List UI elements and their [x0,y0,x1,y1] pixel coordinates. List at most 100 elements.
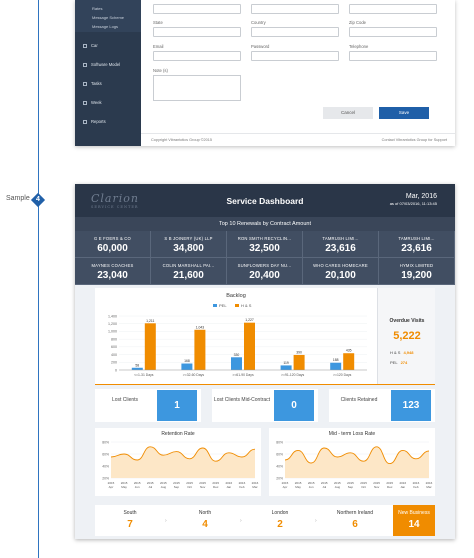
x-tick-label: Jan [226,485,231,489]
region-field[interactable] [349,4,437,14]
y-tick-label: 60% [102,452,109,456]
mid-term-loss-rate-panel: Mid - term Loss Rate 80% 60% 40% 20% 2015 Apr… [269,428,435,496]
retention-rate-panel: Retention Rate 80% 60% 40% 20% 2015 Apr 2015 Ma… [95,428,261,496]
x-tick-label: 2016 [239,481,246,485]
area-fill [111,446,255,478]
password-field[interactable] [251,51,339,61]
footer: Copyright Vibrantotics Group ©2015 Conta… [141,133,455,146]
renewal-tile: HYMIX LIMITED 19,200 [379,258,455,285]
mid-term-loss-rate-chart: 80%60%40%20%2015Apr2015May2015Jun2015Jul… [276,440,432,489]
x-tick-label: Mar [252,485,257,489]
sidebar-sub-item-rates[interactable]: Rates [92,6,103,11]
overdue-hs-value: 4,948 [403,350,414,355]
as-of-text: as of 07/03/2016, 11:13:45 [389,201,437,206]
kpi-value: 123 [391,390,431,421]
support-link[interactable]: Contact Vibrantotics Group for Support [381,138,447,142]
password-label: Password [251,44,270,49]
retention-rate-chart: 80%60%40%20%2015Apr2015May2015Jun2015Jul… [102,440,258,489]
cancel-button[interactable]: Cancel [323,107,373,119]
sidebar-item-week[interactable]: Week [83,100,102,105]
sidebar-item-software-model[interactable]: Software Model [83,62,120,67]
sidebar-sub-item-message-logs[interactable]: Message Logs [92,24,119,29]
tasks-icon [83,81,87,86]
bar-hs [194,329,206,370]
bar-label-pel: 330 [234,353,240,357]
save-button[interactable]: Save [379,107,429,119]
renewal-value: 34,800 [173,243,204,254]
sidebar-item-label: Reports [91,119,106,124]
bar-pel [330,362,342,370]
x-tick-label: >=120 Days [333,373,352,377]
bar-hs [293,354,305,370]
renewal-name: TAMRUSH LIMI... [322,236,359,241]
overdue-visits-panel: Overdue Visits 5,222 H & S 4,948 PEL 274 [377,288,435,384]
zip-field[interactable] [349,27,437,37]
kpi-label: Lost Clients [111,397,139,403]
renewal-tile: S B JOINERY (UK) LLP 34,800 [151,231,227,258]
x-tick-label: 2015 [308,481,315,485]
legend-label-hs: H & S [241,303,252,308]
address-field[interactable] [153,4,241,14]
overdue-hs-row: H & S 4,948 [390,350,413,355]
backlog-panel: Backlog PEL H & S 1,400 1,200 1,000 800 600 400… [95,288,377,384]
sample-label: Sample [6,195,30,202]
x-tick-label: Sep [174,485,180,489]
x-tick-label: 2015 [282,481,289,485]
sidebar-item-tasks[interactable]: Tasks [83,81,102,86]
bar-label-hs: 1,043 [196,325,205,329]
x-tick-label: 2016 [413,481,420,485]
x-tick-label: May [121,485,127,489]
series-line [110,446,256,462]
y-tick-label: 1,200 [108,322,117,326]
x-tick-label: Mar [426,485,431,489]
bar-pel [131,367,143,370]
x-tick-label: 2015 [199,481,206,485]
region-value: 7 [127,519,133,530]
telephone-field[interactable] [349,51,437,61]
region-value: 6 [352,519,358,530]
cube-icon [83,62,87,67]
backlog-title: Backlog [226,293,246,299]
chevron-right-icon: › [240,518,242,524]
x-tick-label: 2015 [360,481,367,485]
mid-term-loss-rate-title: Mid - term Loss Rate [328,431,376,437]
region-name: North [198,510,212,516]
zip-label: Zip Code [349,20,366,25]
renewal-name: HYMIX LIMITED [399,263,434,268]
sidebar-item-car[interactable]: Car [83,43,98,48]
renewal-tile: TAMRUSH LIMI... 23,616 [379,231,455,258]
y-tick-label: 20% [276,476,283,480]
kpi-lost-clients: Lost Clients 1 [95,389,201,422]
x-tick-label: 2015 [108,481,115,485]
x-tick-label: Jun [135,485,140,489]
x-tick-label: Dec [213,485,219,489]
y-tick-label: 1,400 [108,314,117,318]
renewal-tile: MAYNES COACHES 23,040 [75,258,151,285]
state-field[interactable] [153,27,241,37]
sidebar-sub-item-message-scheme[interactable]: Message Scheme [92,15,125,20]
legend-swatch-hs [235,304,239,307]
region-value: 2 [277,519,283,530]
chevron-right-icon: › [315,518,317,524]
dashboard-title: Service Dashboard [226,196,304,206]
notes-label: Note (s) [153,68,168,73]
x-tick-label: 2016 [399,481,406,485]
email-field[interactable] [153,51,241,61]
city-field[interactable] [251,4,339,14]
renewals-title: Top 10 Renewals by Contract Amount [75,217,455,231]
bar-hs [343,353,355,370]
x-tick-label: 2015 [147,481,154,485]
sidebar-item-reports[interactable]: Reports [83,119,106,124]
country-field[interactable] [251,27,339,37]
renewal-name: COLIN MARSHALL PAI... [162,263,215,268]
x-tick-label: >=32-60 Days [183,373,205,377]
x-tick-label: Aug [161,485,167,489]
y-tick-label: 1,000 [108,330,117,334]
x-tick-label: 2015 [160,481,167,485]
x-tick-label: Apr [283,485,288,489]
bar-label-hs: 1,211 [146,319,154,323]
notes-textarea[interactable] [153,75,241,101]
renewal-tile: G E FOERS & CO 60,000 [75,231,151,258]
region-south: South 7 [95,505,165,536]
region-northern-ireland: Northern Ireland 6 [320,505,390,536]
